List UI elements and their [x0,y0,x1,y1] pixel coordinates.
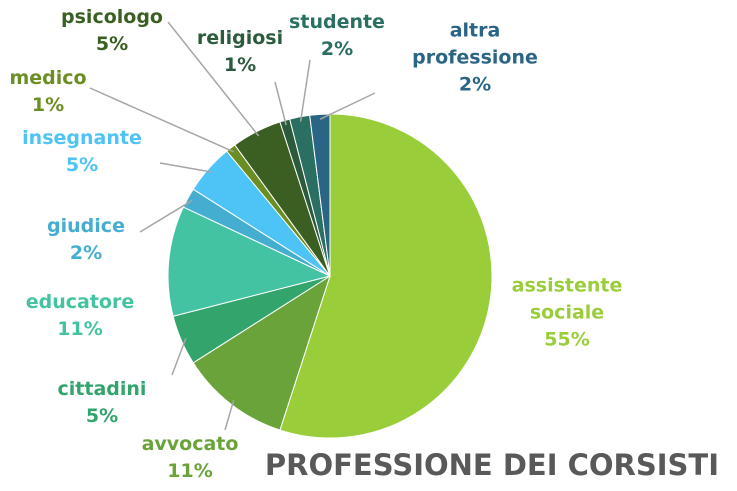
leader-line [139,199,193,233]
data-label: insegnante 5% [7,125,157,179]
label-value: 5% [85,405,119,427]
label-name: studente [289,11,385,33]
data-label: assistente sociale 55% [492,273,642,354]
leader-line [159,162,213,173]
label-value: 5% [95,33,129,55]
label-name: giudice [47,215,125,237]
leader-line [89,87,234,153]
data-label: studente 2% [282,9,392,63]
leader-line [299,59,311,122]
data-label: psicologo 5% [57,4,167,58]
leader-line [274,81,287,126]
label-name: medico [9,67,87,89]
data-label: educatore 11% [10,289,150,343]
data-label: altra professione 2% [400,18,550,99]
data-label: giudice 2% [31,213,141,267]
chart-title: PROFESSIONE DEI CORSISTI [264,448,719,482]
data-label: religiosi 1% [185,25,295,79]
label-name: assistente sociale [511,274,623,324]
label-name: insegnante [22,127,142,149]
label-value: 1% [223,54,257,76]
label-name: psicologo [61,6,163,28]
label-value: 2% [458,73,492,96]
label-value: 2% [69,242,103,264]
label-name: avvocato [141,433,239,455]
pie-slice [167,206,332,317]
leader-line [319,92,376,120]
data-label: cittadini 5% [47,376,157,430]
pie-slice [192,274,331,431]
label-value: 11% [57,318,103,340]
data-label: medico 1% [0,65,103,119]
label-value: 2% [320,38,354,60]
leader-line [171,338,187,376]
leader-line [167,21,260,137]
label-name: religiosi [196,27,284,49]
label-name: cittadini [57,378,147,400]
leader-line [224,399,235,431]
data-label: avvocato 11% [135,431,245,485]
label-value: 5% [65,154,99,176]
pie-slice [279,113,493,439]
label-value: 55% [544,328,590,351]
label-name: educatore [25,291,135,313]
label-name: altra professione [412,19,538,69]
label-value: 11% [167,460,213,482]
label-value: 1% [31,94,65,116]
